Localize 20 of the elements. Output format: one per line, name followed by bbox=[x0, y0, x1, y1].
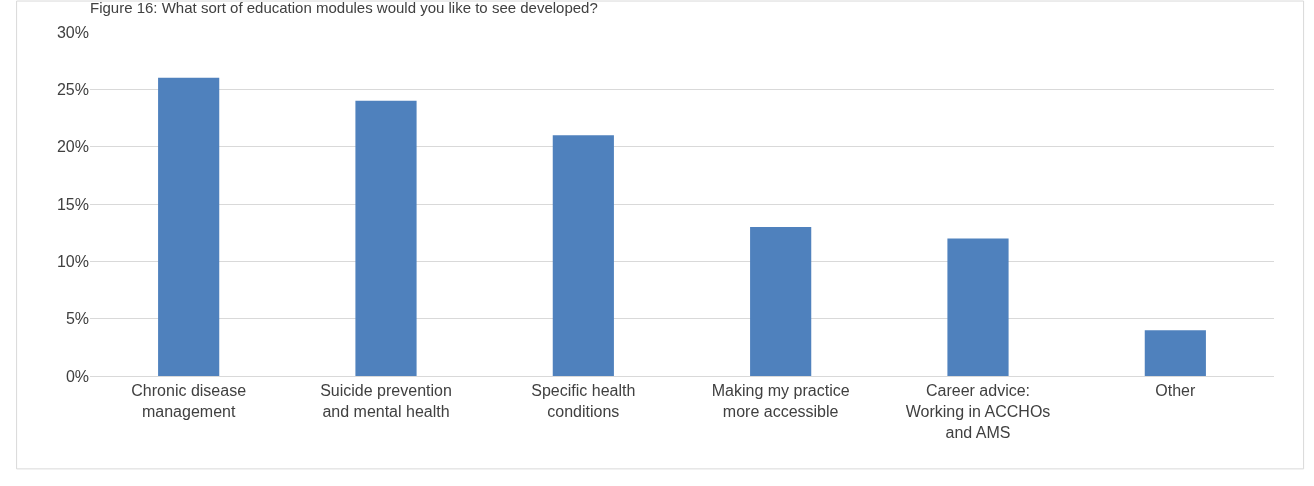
x-tick-label: Chronic disease management bbox=[131, 382, 247, 420]
x-tick-label: Other bbox=[1155, 382, 1197, 400]
bar bbox=[355, 100, 417, 376]
x-tick-label: Specific health conditions bbox=[531, 382, 636, 420]
x-tick-label: Making my practice more accessible bbox=[711, 382, 850, 420]
y-tick-label: 20% bbox=[56, 138, 89, 156]
x-tick-label: Career advice: Working in ACCHOs and AMS bbox=[905, 382, 1051, 441]
bar bbox=[1144, 330, 1206, 376]
bar bbox=[947, 238, 1009, 376]
bar bbox=[750, 226, 812, 376]
chart-title: Figure 16: What sort of education modules would you like to see developed? bbox=[90, 0, 598, 16]
y-tick-label: 10% bbox=[56, 252, 89, 270]
y-tick-label: 25% bbox=[56, 80, 89, 98]
x-tick-label: Suicide prevention and mental health bbox=[320, 382, 452, 420]
y-tick-label: 5% bbox=[65, 310, 89, 328]
bar bbox=[552, 135, 614, 376]
y-tick-label: 15% bbox=[56, 195, 89, 213]
bar bbox=[158, 77, 220, 376]
y-tick-label: 30% bbox=[56, 23, 89, 41]
y-tick-label: 0% bbox=[65, 367, 89, 385]
